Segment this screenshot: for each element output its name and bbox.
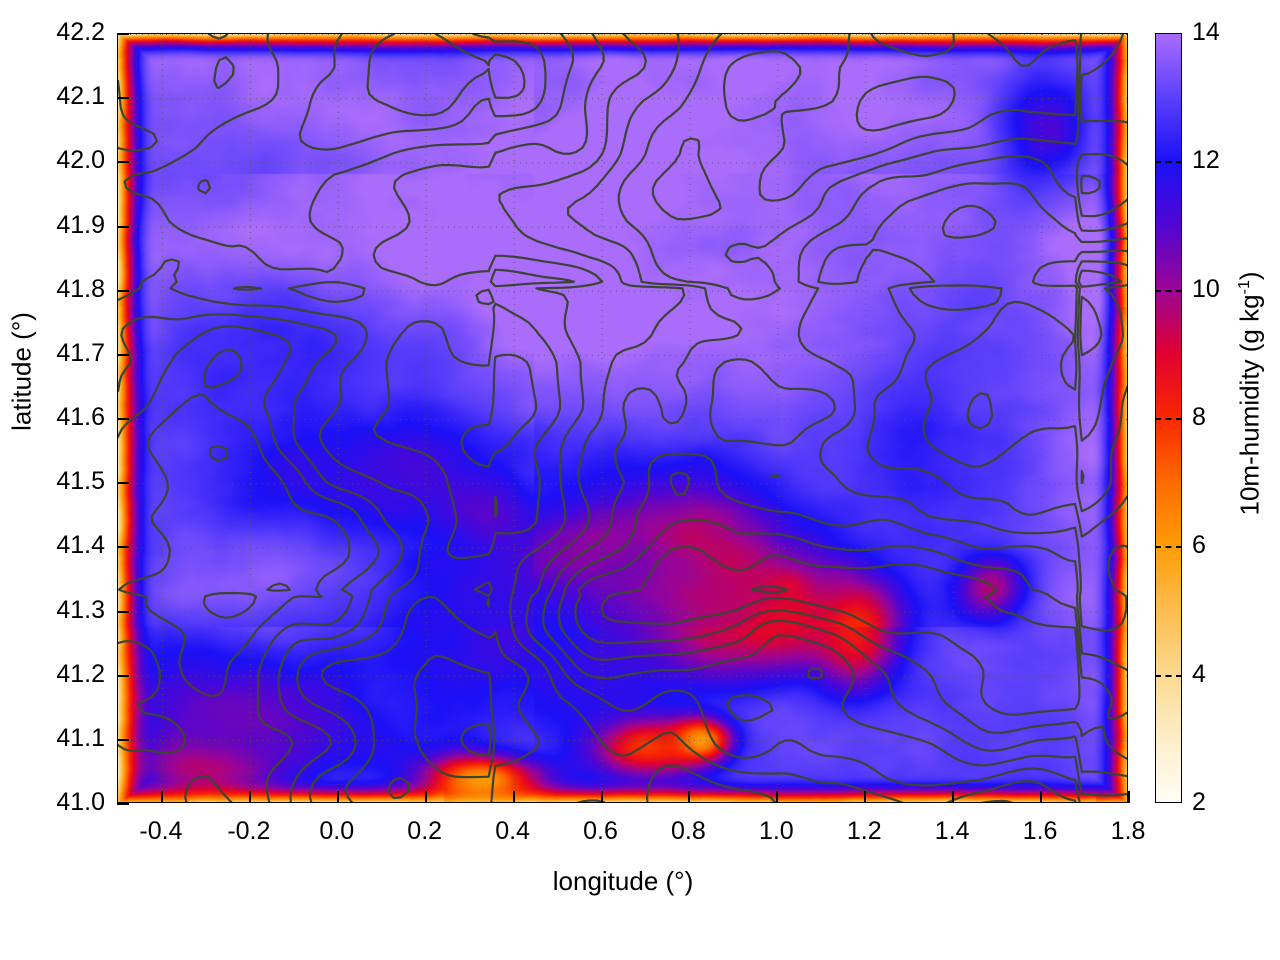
x-tick-label: 1.6 xyxy=(1022,817,1058,845)
y-tick-mark xyxy=(117,33,129,35)
colorbar-axis-title: 10m-humidity (g kg-1) xyxy=(1235,271,1266,515)
colorbar-tick-label: 6 xyxy=(1192,531,1206,560)
colorbar-tick-label: 8 xyxy=(1192,403,1206,431)
y-tick-mark xyxy=(117,353,129,356)
y-tick-mark xyxy=(117,546,129,549)
x-tick-mark xyxy=(336,791,339,803)
x-tick-label: 1.8 xyxy=(1110,817,1146,845)
y-tick-label: 41.7 xyxy=(56,338,105,367)
x-tick-label: 1.4 xyxy=(934,817,970,845)
y-tick-mark xyxy=(117,161,129,164)
y-tick-mark xyxy=(117,289,129,292)
y-tick-label: 41.9 xyxy=(56,210,105,239)
x-tick-label: 0.8 xyxy=(671,817,706,845)
colorbar-tick-label: 12 xyxy=(1192,146,1220,175)
x-tick-label: 0.4 xyxy=(495,817,530,845)
y-tick-label: 42.2 xyxy=(56,18,105,46)
colorbar-tick-mark xyxy=(1155,546,1182,549)
x-tick-mark xyxy=(248,791,251,803)
colorbar-tick-label: 14 xyxy=(1192,18,1220,46)
y-tick-mark xyxy=(117,674,129,677)
y-tick-label: 42.1 xyxy=(56,82,105,111)
x-tick-label: 1.0 xyxy=(758,817,794,845)
colorbar-title-tail: ) xyxy=(1234,271,1265,281)
x-tick-mark xyxy=(512,791,515,803)
x-tick-mark xyxy=(1040,791,1043,803)
y-tick-mark xyxy=(117,482,129,485)
colorbar-tick-mark xyxy=(1155,289,1182,292)
grid-lines xyxy=(118,34,1127,802)
colorbar-tick-mark xyxy=(1155,161,1182,164)
x-tick-mark xyxy=(600,791,603,803)
x-tick-label: 0.2 xyxy=(407,817,443,845)
x-tick-label: 1.2 xyxy=(846,817,882,845)
y-tick-label: 41.3 xyxy=(56,595,105,624)
x-tick-mark xyxy=(160,791,163,803)
contour-lines xyxy=(118,34,1127,802)
x-tick-label: -0.2 xyxy=(227,817,271,845)
y-tick-label: 41.8 xyxy=(56,274,105,303)
y-tick-label: 41.0 xyxy=(56,788,105,816)
y-tick-label: 42.0 xyxy=(56,146,105,175)
y-tick-label: 41.4 xyxy=(56,531,105,560)
colorbar-tick-label: 2 xyxy=(1192,788,1206,816)
y-tick-mark xyxy=(117,738,129,741)
x-tick-mark xyxy=(864,791,867,803)
x-tick-label: 0.0 xyxy=(319,817,355,845)
y-tick-label: 41.5 xyxy=(56,467,105,496)
x-tick-label: -0.4 xyxy=(139,817,183,845)
x-tick-mark xyxy=(952,791,955,803)
colorbar-tick-label: 4 xyxy=(1192,659,1206,688)
y-tick-label: 41.6 xyxy=(56,403,105,431)
x-tick-mark xyxy=(424,791,427,803)
x-tick-mark xyxy=(688,791,691,803)
colorbar-tick-mark xyxy=(1155,674,1182,677)
colorbar-tick-label: 10 xyxy=(1192,274,1220,303)
x-axis-title: longitude (°) xyxy=(552,866,694,896)
y-tick-mark xyxy=(117,418,129,420)
plot-area xyxy=(117,33,1128,803)
y-tick-mark xyxy=(117,610,129,613)
x-tick-label: 0.6 xyxy=(583,817,618,845)
x-tick-mark xyxy=(1128,791,1130,803)
heatmap-canvas xyxy=(118,34,1127,802)
y-tick-mark xyxy=(117,803,129,805)
y-tick-mark xyxy=(117,225,129,228)
y-tick-label: 41.2 xyxy=(56,659,105,688)
x-tick-mark xyxy=(776,791,779,803)
y-tick-mark xyxy=(117,97,129,100)
y-tick-label: 41.1 xyxy=(56,723,105,752)
colorbar-title-main: 10m-humidity (g kg xyxy=(1234,294,1265,516)
colorbar-title-exponent: -1 xyxy=(1234,280,1253,295)
y-axis-title: latitude (°) xyxy=(6,312,37,431)
colorbar-tick-mark xyxy=(1155,418,1182,420)
